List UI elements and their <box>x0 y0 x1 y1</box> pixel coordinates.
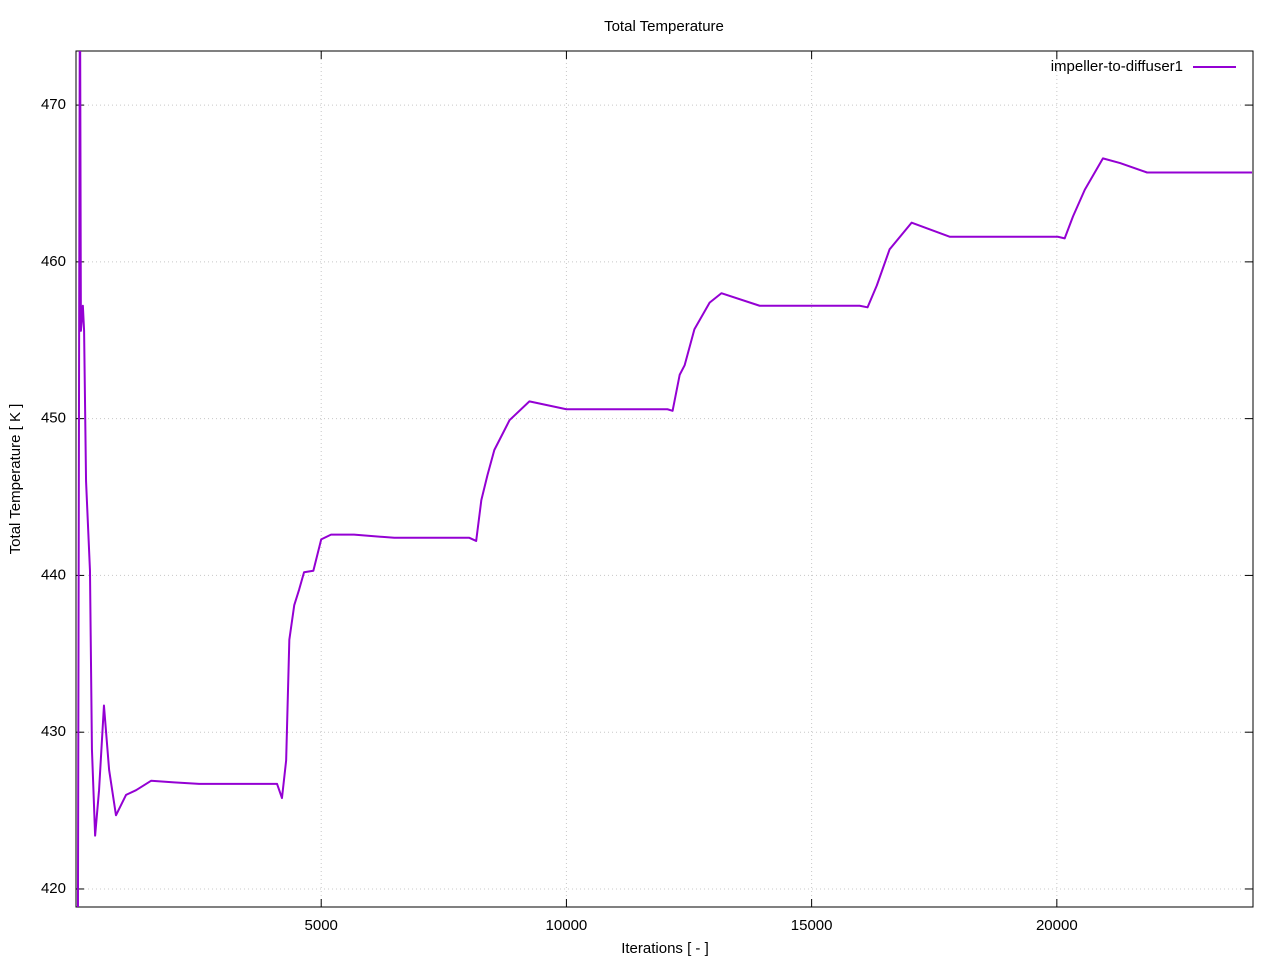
y-tick-label: 430 <box>41 723 66 740</box>
data-line <box>76 51 1253 907</box>
plot-area <box>76 51 1253 907</box>
x-tick-label: 15000 <box>791 917 833 934</box>
y-tick-label: 440 <box>41 566 66 583</box>
x-axis-label: Iterations [ - ] <box>621 940 709 957</box>
y-tick-label: 460 <box>41 253 66 270</box>
x-tick-label: 5000 <box>305 917 338 934</box>
chart-title: Total Temperature <box>604 18 724 35</box>
x-tick-label: 20000 <box>1036 917 1078 934</box>
y-tick-label: 470 <box>41 96 66 113</box>
y-tick-label: 450 <box>41 410 66 427</box>
y-axis-label: Total Temperature [ K ] <box>7 404 24 555</box>
legend-label: impeller-to-diffuser1 <box>1051 58 1183 75</box>
plot-frame <box>75 50 1254 908</box>
x-tick-label: 10000 <box>546 917 588 934</box>
y-tick-label: 420 <box>41 880 66 897</box>
